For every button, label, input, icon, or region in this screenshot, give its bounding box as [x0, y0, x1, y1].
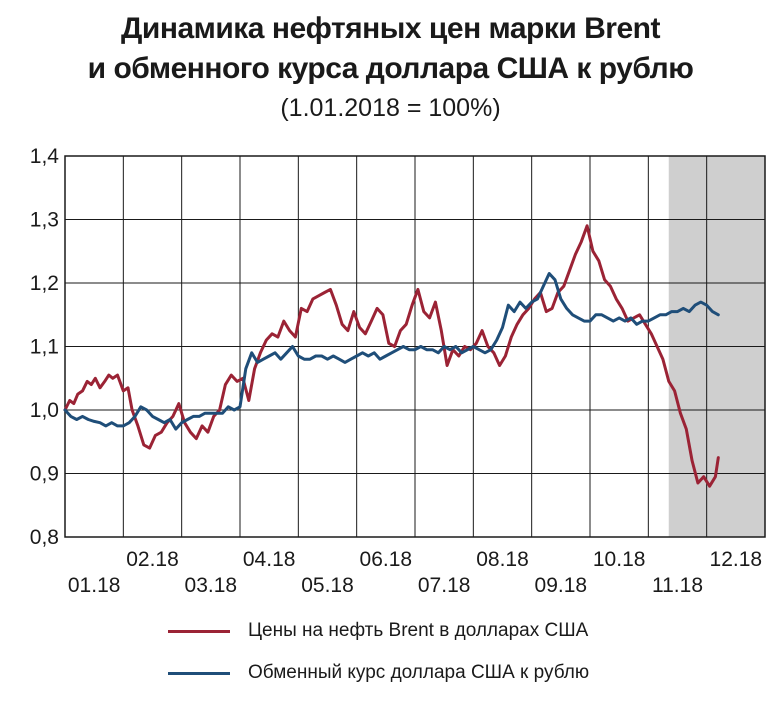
x-tick-label-lower: 11.18 [652, 574, 703, 597]
y-tick-label: 0,8 [30, 526, 59, 549]
legend-label-usd-rub: Обменный курс доллара США к рублю [248, 662, 590, 683]
x-tick-label-upper: 08.18 [476, 548, 529, 571]
x-tick-label-upper: 12.18 [710, 548, 763, 571]
x-tick-label-lower: 09.18 [535, 574, 588, 597]
y-tick-label: 0,9 [30, 463, 59, 486]
x-tick-label-lower: 07.18 [418, 574, 471, 597]
legend-item-usd-rub: Обменный курс доллара США к рублю [168, 658, 589, 688]
y-tick-label: 1,0 [30, 399, 59, 422]
x-tick-label-upper: 04.18 [243, 548, 296, 571]
chart-subtitle: (1.01.2018 = 100%) [280, 94, 501, 122]
x-tick-label-lower: 03.18 [185, 574, 238, 597]
y-tick-label: 1,2 [30, 272, 59, 295]
x-tick-label-upper: 06.18 [360, 548, 413, 571]
y-tick-label: 1,3 [30, 209, 59, 232]
x-tick-label-lower: 01.18 [68, 574, 121, 597]
series-line-brent [63, 224, 720, 488]
chart-title: Динамика нефтяных цен марки Brent [121, 12, 660, 45]
x-tick-label-upper: 02.18 [126, 548, 179, 571]
x-tick-label-lower: 05.18 [301, 574, 354, 597]
legend-label-brent: Цены на нефть Brent в долларах США [248, 620, 589, 641]
chart-title-line2: и обменного курса доллара США к рублю [87, 52, 694, 85]
plot-frame [64, 155, 766, 538]
x-tick-label-upper: 10.18 [593, 548, 646, 571]
y-tick-label: 1,1 [30, 336, 59, 359]
legend-swatch-usd-rub [168, 671, 230, 675]
legend-item-brent: Цены на нефть Brent в долларах США [168, 616, 588, 646]
legend-swatch-brent [168, 629, 230, 633]
series-line-usd-rub [63, 272, 720, 431]
y-tick-label: 1,4 [30, 145, 60, 168]
